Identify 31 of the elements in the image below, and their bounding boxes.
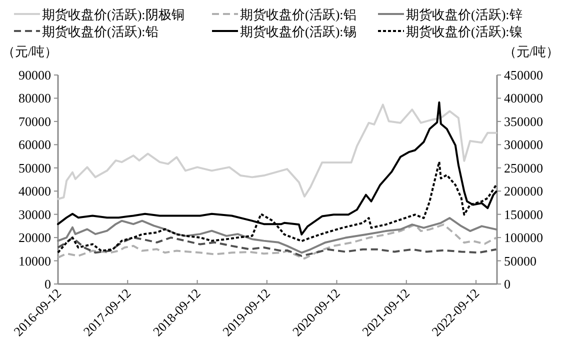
y2-tick-label: 300000 [504, 137, 543, 152]
y2-tick-label: 450000 [504, 68, 543, 82]
y2-axis-title: （元/吨） [503, 44, 559, 59]
y2-tick-label: 0 [504, 276, 510, 292]
y2-tick-label: 50000 [504, 253, 536, 268]
y-tick-label: 20000 [18, 230, 51, 246]
y2-tick-label: 400000 [504, 90, 543, 106]
y-tick-label: 90000 [18, 68, 51, 82]
y-tick-label: 40000 [18, 184, 51, 199]
y-axis-title: （元/吨） [2, 44, 58, 59]
y2-tick-label: 150000 [504, 206, 543, 222]
y-tick-label: 60000 [18, 137, 51, 152]
legend-label: 期货收盘价(活跃):阴极铜 [42, 7, 184, 22]
y2-tick-label: 100000 [504, 230, 543, 246]
line-series [57, 236, 498, 257]
y-tick-label: 50000 [18, 160, 51, 176]
y2-tick-label: 350000 [504, 114, 543, 129]
legend-label: 期货收盘价(活跃):锌 [406, 7, 522, 22]
y-tick-label: 0 [44, 276, 51, 292]
legend-label: 期货收盘价(活跃):铅 [42, 24, 158, 39]
legend-label: 期货收盘价(活跃):镍 [406, 24, 522, 39]
y2-tick-label: 200000 [504, 184, 543, 199]
y-tick-label: 10000 [18, 253, 51, 268]
y-tick-label: 70000 [18, 114, 51, 129]
line-series [57, 224, 498, 260]
y-tick-label: 80000 [18, 90, 51, 106]
y-tick-label: 30000 [18, 206, 51, 222]
legend-label: 期货收盘价(活跃):铝 [240, 7, 356, 22]
line-series [57, 104, 498, 200]
y2-tick-label: 250000 [504, 160, 543, 176]
legend-label: 期货收盘价(活跃):锡 [240, 24, 356, 39]
